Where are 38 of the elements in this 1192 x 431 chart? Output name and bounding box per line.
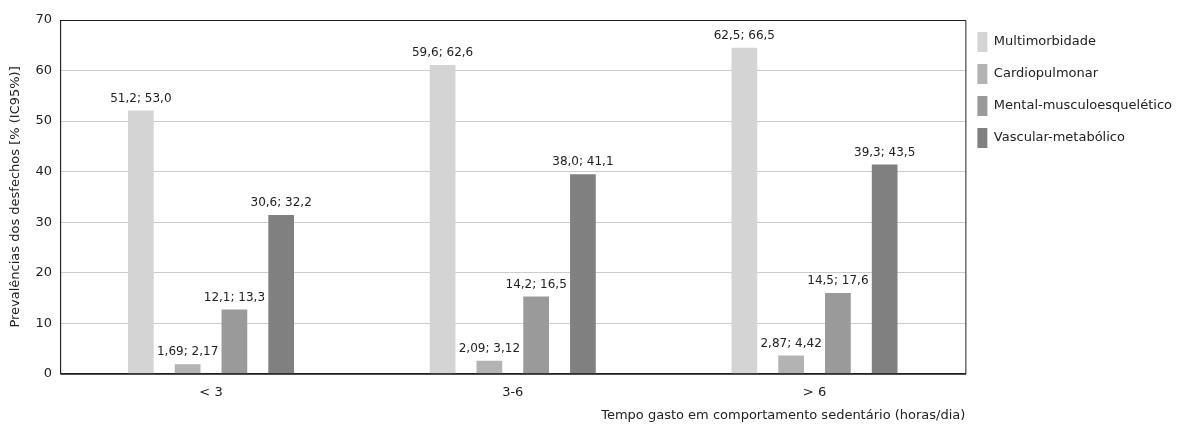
y-tick-label: 10: [35, 314, 53, 330]
y-tick-label: 60: [35, 61, 53, 77]
y-tick-label: 30: [35, 213, 53, 229]
y-axis-title: Prevalências dos desfechos [% (IC95%)]: [7, 66, 23, 328]
legend-label: Multimorbidade: [993, 33, 1096, 49]
bar: [476, 360, 503, 374]
annotation: 51,2; 53,0: [110, 90, 172, 105]
legend-label: Vascular-metabólico: [993, 129, 1125, 145]
y-tick-label: 20: [35, 264, 53, 280]
y-tick-label: 0: [43, 365, 53, 381]
bar: [871, 164, 898, 374]
annotation: 59,6; 62,6: [411, 45, 474, 60]
annotation: 14,2; 16,5: [505, 276, 567, 291]
bar: [221, 309, 248, 374]
bar: [570, 174, 596, 374]
annotation: 2,87; 4,42: [760, 335, 822, 350]
annotation: 14,5; 17,6: [807, 273, 869, 288]
bar: [825, 292, 851, 374]
annotation: 30,6; 32,2: [250, 195, 312, 210]
y-tick-label: 50: [35, 112, 53, 128]
legend-label: Cardiopulmonar: [993, 65, 1099, 81]
annotation: 2,09; 3,12: [458, 340, 521, 355]
annotation: 1,69; 2,17: [156, 344, 219, 359]
x-tick-label: < 3: [199, 383, 223, 399]
x-axis-title: Tempo gasto em comportamento sedentário (horas/dia): [600, 406, 966, 422]
bar: [174, 364, 201, 374]
x-tick-label: > 6: [802, 383, 827, 399]
annotation: 12,1; 13,3: [203, 289, 266, 304]
bar: [778, 355, 804, 374]
bar: [523, 296, 549, 374]
annotation: 39,3; 43,5: [854, 144, 916, 159]
annotation: 38,0; 41,1: [552, 154, 614, 169]
x-tick-label: 3-6: [502, 383, 524, 399]
bar: [268, 215, 295, 374]
y-tick-label: 40: [35, 163, 53, 178]
legend-label: Mental-musculoesquelético: [993, 97, 1173, 113]
y-tick-label: 70: [35, 11, 53, 27]
annotation: 62,5; 66,5: [713, 27, 775, 42]
